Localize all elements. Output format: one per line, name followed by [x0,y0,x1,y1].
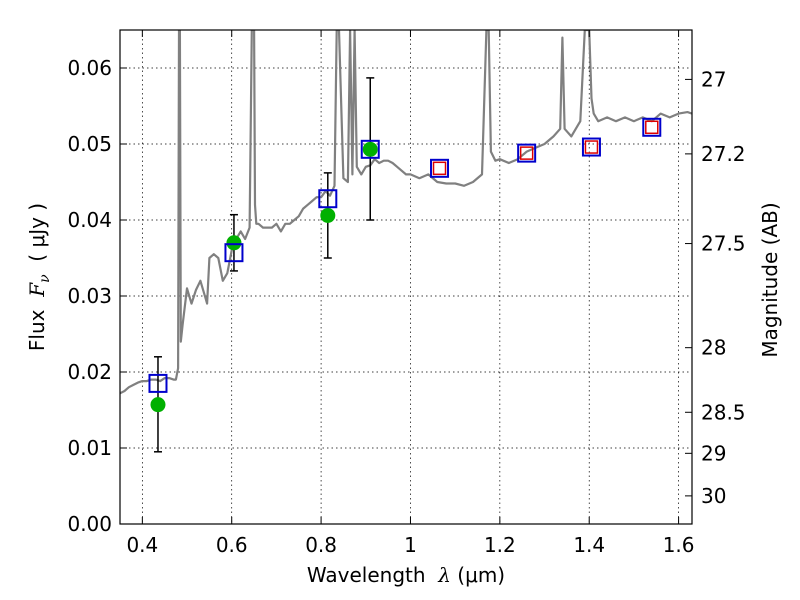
model-square [430,158,450,178]
model-square [517,143,537,163]
model-square [148,373,168,393]
y2-tick-label: 27 [701,67,726,91]
y-tick-label: 0.03 [67,284,112,308]
y2-axis-title: Magnitude (AB) [758,202,782,357]
y-tick-label: 0.04 [67,208,112,232]
plot-frame [119,29,693,525]
x-tick-label: 1 [404,533,417,557]
model-square [360,139,380,159]
observed-point [362,141,378,157]
y-tick-label: 0.00 [67,512,112,536]
observed-point [320,207,336,223]
x-tick-label: 0.6 [216,533,248,557]
observed-point [150,397,166,413]
model-square-small [645,120,659,135]
model-square-small [519,146,534,160]
y2-tick-label: 27.2 [701,142,746,166]
ticks: 0.4 0.6 0.8 1 1.2 1.4 1.6 0.00 0.01 0.02 0.03 0.04 0… [67,30,746,557]
plot-area [120,30,692,395]
y-axis-title: Flux Fν ( μJy ) [25,203,53,351]
x-axis-title: Wavelength λ (μm) [307,563,505,587]
y2-tick-label: 27.5 [701,232,746,256]
model-square [642,117,662,137]
markers [148,77,662,453]
y-tick-label: 0.01 [67,436,112,460]
x-tick-label: 0.4 [126,533,158,557]
y-tick-label: 0.05 [67,132,112,156]
x-tick-label: 1.4 [573,533,605,557]
spectrum-line [120,30,692,395]
y2-tick-label: 29 [701,441,726,465]
model-square [224,243,244,263]
model-square [581,137,601,157]
x-tick-label: 1.2 [484,533,516,557]
model-square-small [432,161,447,176]
y-tick-label: 0.06 [67,56,112,80]
y2-tick-label: 28.5 [701,400,746,424]
model-square [318,189,338,209]
y2-tick-label: 30 [701,484,726,508]
y2-tick-label: 28 [701,336,726,360]
x-tick-label: 0.8 [305,533,337,557]
y-tick-label: 0.02 [67,360,112,384]
observed-point [226,235,242,251]
model-square-small [584,140,599,154]
x-tick-label: 1.6 [663,533,695,557]
grid [120,30,692,525]
